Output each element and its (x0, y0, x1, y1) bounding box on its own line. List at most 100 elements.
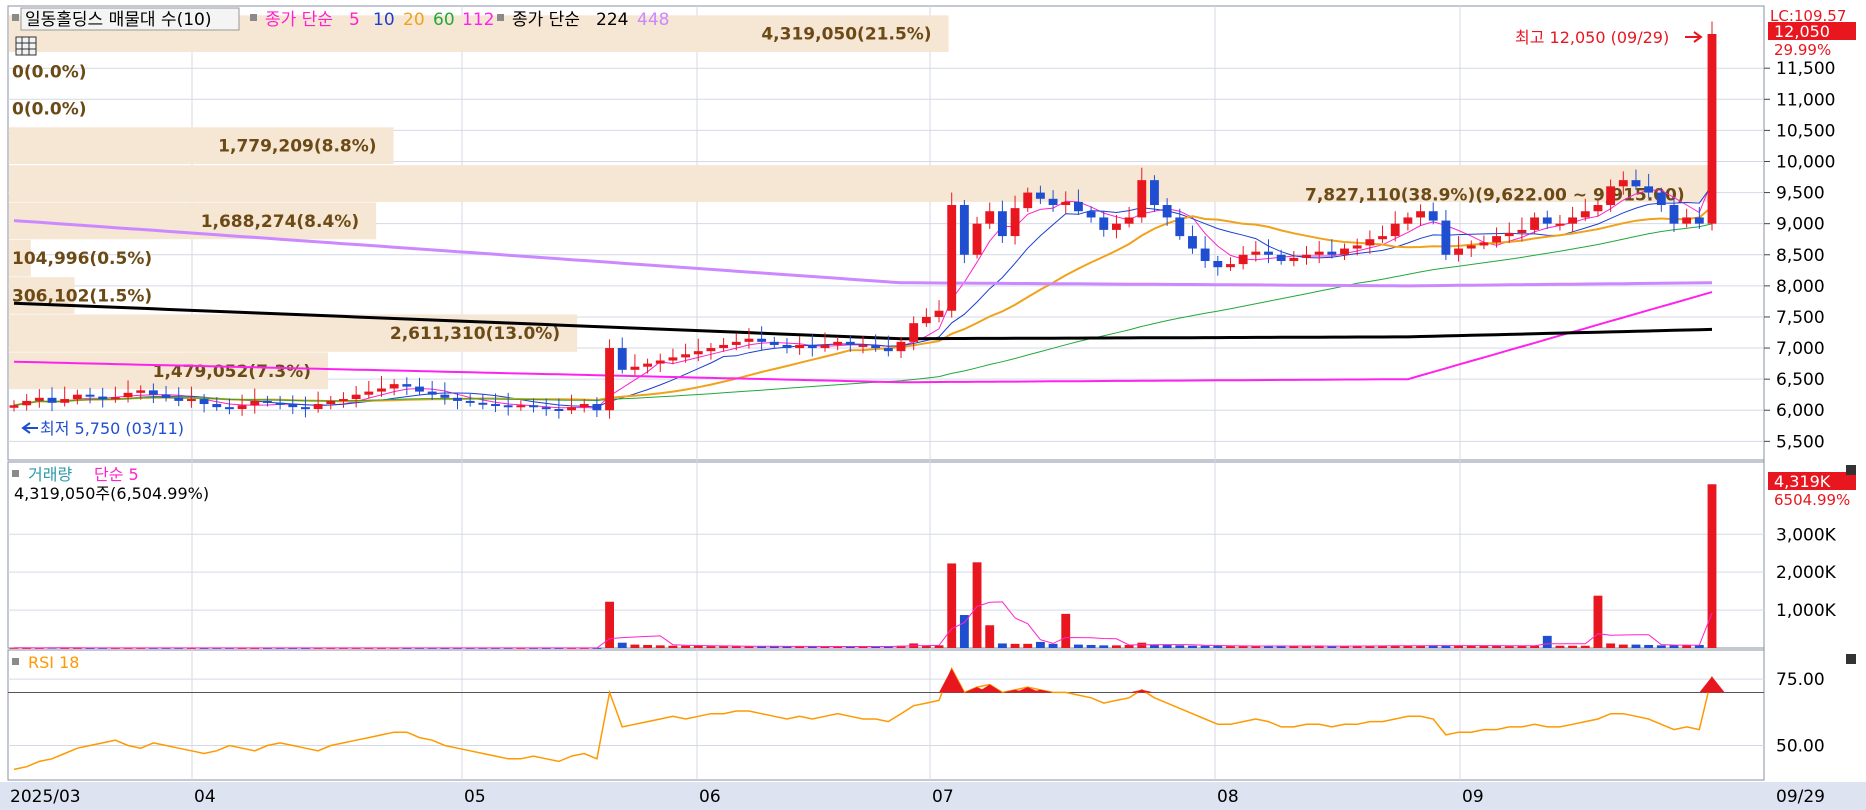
volume-bar (1441, 645, 1451, 648)
volume-current: 4,319K (1774, 472, 1831, 491)
volume-bar (782, 646, 792, 648)
volume-bar (1061, 613, 1071, 648)
volume-bar (1593, 595, 1603, 648)
x-tick-label: 09 (1462, 787, 1484, 807)
price-tick-label: 11,500 (1776, 59, 1835, 79)
candle-body (161, 394, 171, 398)
volume-bar (1466, 645, 1476, 648)
current-price: 12,050 (1774, 22, 1830, 41)
axis-prefix-label: LC:109.57 (1770, 7, 1846, 25)
volume-close-icon[interactable] (1846, 465, 1856, 475)
volume-bar (1314, 646, 1324, 648)
volume-profile-label: 306,102(1.5%) (12, 287, 152, 307)
volume-bar (605, 601, 615, 648)
ma-line-60 (13, 223, 1713, 406)
candle-body (833, 341, 843, 345)
volume-bar (1327, 646, 1337, 648)
volume-bar (795, 646, 805, 648)
legend-ma-224: 224 (596, 10, 628, 30)
candle-body (1428, 211, 1438, 221)
volume-legend-label: 거래량 (28, 465, 72, 484)
volume-bar (186, 647, 196, 649)
rsi-overbought-fill (1129, 689, 1155, 693)
volume-bar (1669, 645, 1679, 648)
price-tick-label: 6,500 (1776, 370, 1825, 390)
x-axis-end-label: 09/29 (1776, 787, 1825, 807)
candle-body (1137, 180, 1147, 218)
rsi-legend: RSI 18 (28, 653, 79, 672)
volume-bar (1023, 643, 1033, 648)
candle-body (262, 400, 272, 403)
candle-body (845, 341, 855, 345)
candle-body (896, 341, 906, 352)
volume-bar (1200, 645, 1210, 648)
rsi-close-icon[interactable] (1846, 654, 1856, 664)
candle-body (719, 344, 729, 349)
candle-body (1631, 180, 1641, 187)
candle-body (516, 405, 526, 408)
candle-body (98, 396, 108, 400)
volume-bar (1682, 645, 1692, 648)
volume-bar (1099, 645, 1109, 648)
volume-bar (9, 647, 19, 649)
candle-body (491, 404, 500, 407)
candle-body (1492, 236, 1502, 243)
candle-body (921, 316, 931, 324)
candle-body (339, 399, 348, 402)
price-tick-label: 8,500 (1776, 246, 1825, 266)
volume-bar (858, 646, 868, 648)
candle-body (871, 344, 881, 349)
candle-body (1150, 180, 1159, 206)
price-tick-label: 9,000 (1776, 215, 1825, 235)
volume-bar (719, 646, 729, 648)
candle-body (1403, 217, 1413, 224)
candle-body (1035, 192, 1045, 199)
candle-body (478, 402, 488, 405)
volume-tick-label: 3,000K (1776, 525, 1837, 545)
candle-body (985, 211, 995, 224)
candle-body (1669, 205, 1679, 224)
candle-body (693, 351, 703, 355)
volume-bar (85, 647, 95, 649)
rsi-overbought-fill (1015, 687, 1041, 693)
volume-bar (1378, 645, 1387, 648)
volume-bar (72, 647, 82, 649)
volume-bar (1631, 644, 1641, 648)
rsi-panel-frame (7, 649, 1765, 781)
x-tick-label: 05 (464, 787, 486, 807)
candle-body (1466, 245, 1476, 249)
volume-bar (262, 647, 272, 649)
volume-bar (947, 563, 957, 648)
candle-body (1162, 205, 1172, 218)
volume-profile-band (9, 165, 1709, 202)
volume-bar (1086, 644, 1096, 648)
price-tick-label: 7,500 (1776, 308, 1825, 328)
candle-body (1111, 223, 1121, 230)
candle-body (1568, 217, 1578, 224)
volume-bar (1504, 646, 1514, 648)
price-legend: 일동홀딩스 매물대 수(10) 종가 단순 5 10 20 60 112 종가 … (12, 7, 669, 31)
table-view-icon[interactable] (15, 36, 37, 56)
candle-body (1010, 208, 1020, 237)
volume-bar (1365, 645, 1375, 648)
volume-current-pct: 6504.99% (1774, 491, 1850, 509)
legend-ma-112: 112 (462, 10, 494, 30)
volume-legend-ma: 단순 5 (94, 465, 139, 484)
candle-body (186, 399, 196, 402)
legend-ma-long-icon (497, 14, 504, 21)
candle-body (997, 211, 1007, 237)
price-tick-label: 11,000 (1776, 90, 1835, 110)
legend-title-box[interactable] (20, 7, 240, 31)
candle-body (1175, 217, 1185, 237)
legend-ma-60: 60 (433, 10, 455, 30)
volume-bar (1162, 644, 1172, 648)
candle-body (1542, 217, 1552, 224)
candle-body (313, 404, 323, 410)
ma-line-448 (13, 219, 1713, 288)
candle-body (1530, 217, 1540, 230)
volume-bar (1454, 645, 1464, 648)
volume-bar (1568, 645, 1578, 648)
volume-bar (22, 647, 32, 649)
volume-bar (1390, 645, 1400, 648)
